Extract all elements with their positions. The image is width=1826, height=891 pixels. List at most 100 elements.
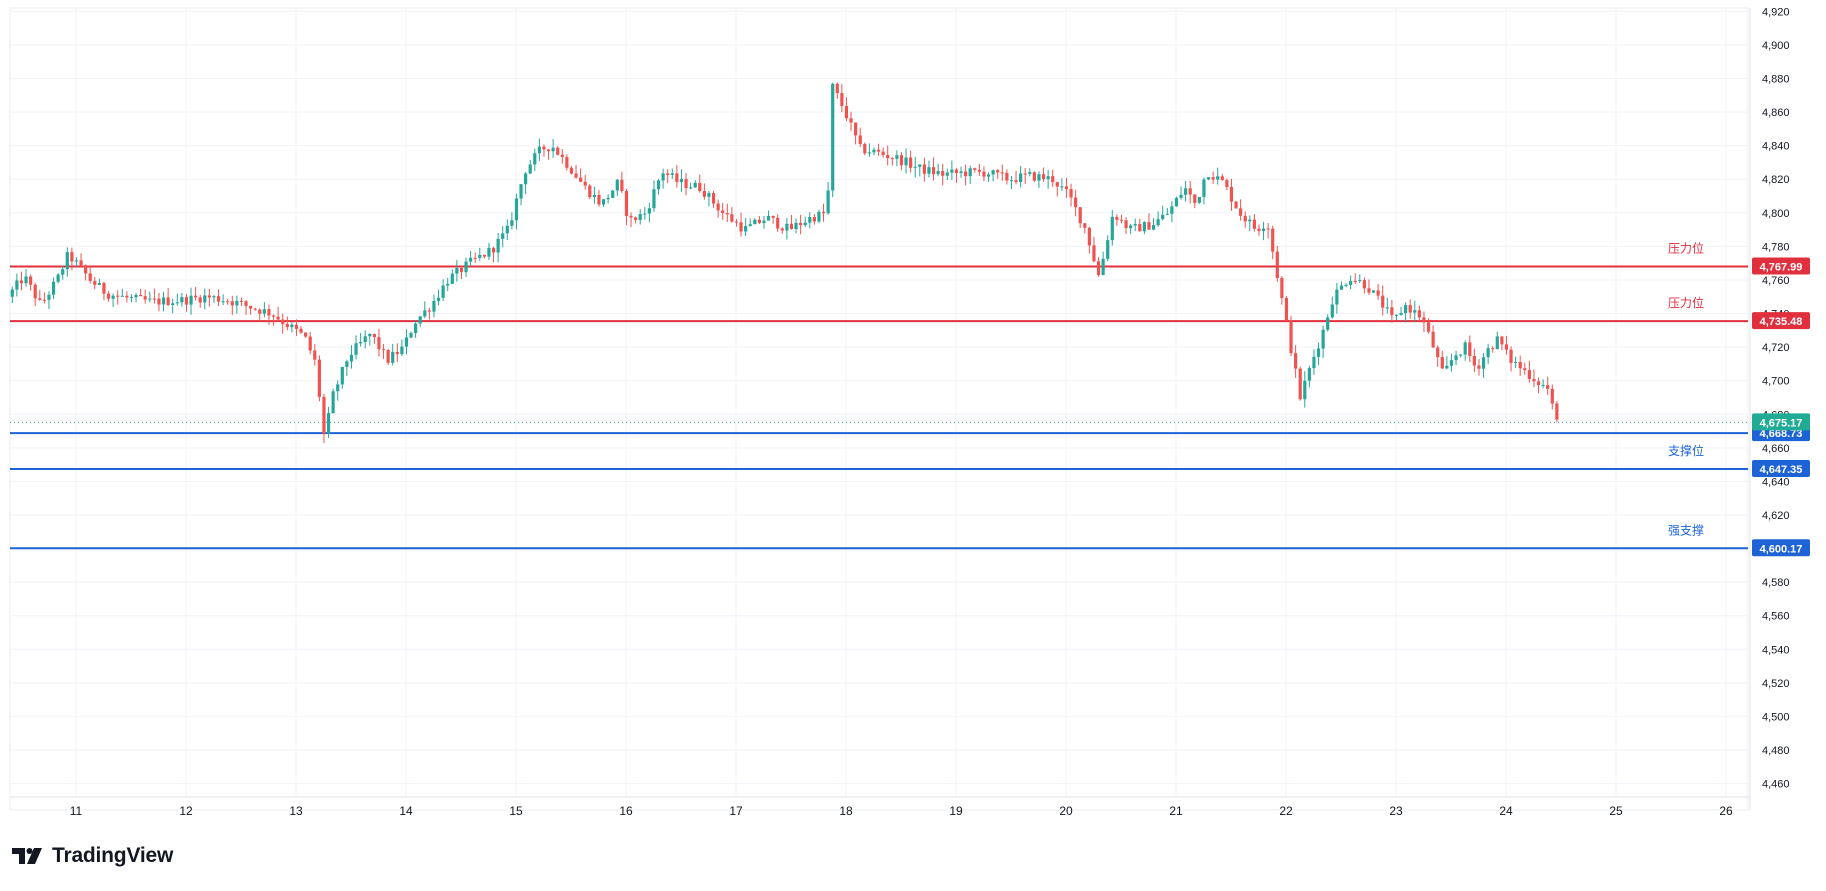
candle [1303, 371, 1307, 408]
candle [537, 138, 541, 162]
candle-body [290, 324, 294, 328]
resistance-price-tag: 4,767.99 [1752, 257, 1810, 275]
candle [1491, 346, 1495, 353]
candle [285, 316, 289, 331]
candle-body [175, 302, 179, 304]
candle [533, 148, 537, 171]
candle [1087, 226, 1091, 254]
resistance-price-tag: 4,735.48 [1752, 312, 1810, 330]
candle-body [1252, 219, 1256, 229]
candle-body [565, 157, 569, 168]
candle [464, 257, 468, 277]
candle [734, 219, 739, 227]
candle [1142, 221, 1146, 235]
candle-body [945, 172, 949, 176]
candle-body [1472, 355, 1476, 366]
candle-body [1257, 228, 1261, 232]
candle-body [1271, 228, 1275, 252]
candle [423, 301, 427, 319]
candle [1165, 207, 1169, 216]
price-tick-label: 4,460 [1762, 779, 1790, 791]
candle-body [835, 83, 839, 94]
support-price-tag: 4,647.35 [1752, 460, 1810, 478]
candle [954, 167, 959, 183]
candle-body [789, 223, 794, 229]
candle-body [10, 289, 14, 297]
candle-body [1390, 307, 1394, 316]
candle-body [304, 332, 308, 337]
candle-body [849, 118, 853, 123]
candle [716, 199, 720, 218]
candle-body [542, 146, 546, 150]
candle [400, 339, 404, 357]
candle-body [1436, 347, 1440, 358]
candle-body [125, 295, 129, 298]
time-tick-label: 18 [839, 804, 853, 818]
resistance-annotation: 压力位 [1668, 241, 1704, 256]
candle-body [1092, 245, 1096, 262]
candle [620, 171, 624, 193]
candle-body [308, 336, 312, 351]
candle-body [487, 247, 491, 257]
candle [175, 293, 179, 306]
candle-body [1481, 357, 1486, 369]
candle-body [973, 168, 977, 171]
candle-body [1362, 280, 1366, 289]
candle-body [1060, 186, 1064, 188]
candle [1257, 224, 1261, 236]
candle-body [244, 301, 248, 306]
candle [1358, 274, 1362, 283]
candle [450, 269, 454, 285]
candle [684, 173, 688, 196]
candle [372, 333, 376, 344]
candle-body [656, 180, 661, 190]
candle [675, 165, 679, 188]
candle [1477, 358, 1481, 376]
brand-logo: TradingView [12, 843, 173, 869]
candle [1266, 222, 1270, 239]
candle [70, 247, 74, 271]
candle [1119, 214, 1124, 224]
candle-body [395, 351, 399, 355]
candle [267, 304, 271, 325]
candle [817, 209, 821, 224]
candle [51, 277, 56, 300]
price-tick-label: 4,760 [1762, 275, 1790, 287]
candle-body [1225, 180, 1229, 187]
candle [15, 273, 19, 297]
candle-body [207, 295, 211, 298]
candle-body [414, 323, 418, 334]
candle [1495, 331, 1499, 350]
candle-body [638, 214, 642, 220]
candle [1239, 199, 1243, 221]
candle [84, 264, 88, 281]
candle [1014, 170, 1018, 185]
candle [1422, 311, 1426, 333]
candle [1023, 168, 1027, 184]
candle [698, 174, 702, 193]
candle-body [1009, 180, 1014, 182]
candle [1225, 178, 1229, 190]
time-tick-label: 11 [70, 804, 83, 818]
candle [556, 146, 560, 156]
candle [116, 290, 120, 305]
candle-body [854, 122, 858, 136]
candle-body [1115, 216, 1119, 220]
candle-body [592, 194, 596, 198]
candle-body [469, 257, 473, 262]
candle [1335, 283, 1339, 314]
candle-body [184, 297, 189, 305]
brand-name: TradingView [52, 844, 174, 867]
time-tick-label: 21 [1169, 804, 1183, 818]
candle [180, 293, 184, 307]
candle-body [611, 190, 615, 198]
candle-body [1206, 177, 1211, 180]
candle-body [148, 298, 152, 300]
candle-body [1468, 342, 1472, 356]
candle [670, 168, 674, 179]
candle [230, 295, 234, 316]
candle [368, 333, 372, 346]
candle-body [867, 152, 871, 154]
